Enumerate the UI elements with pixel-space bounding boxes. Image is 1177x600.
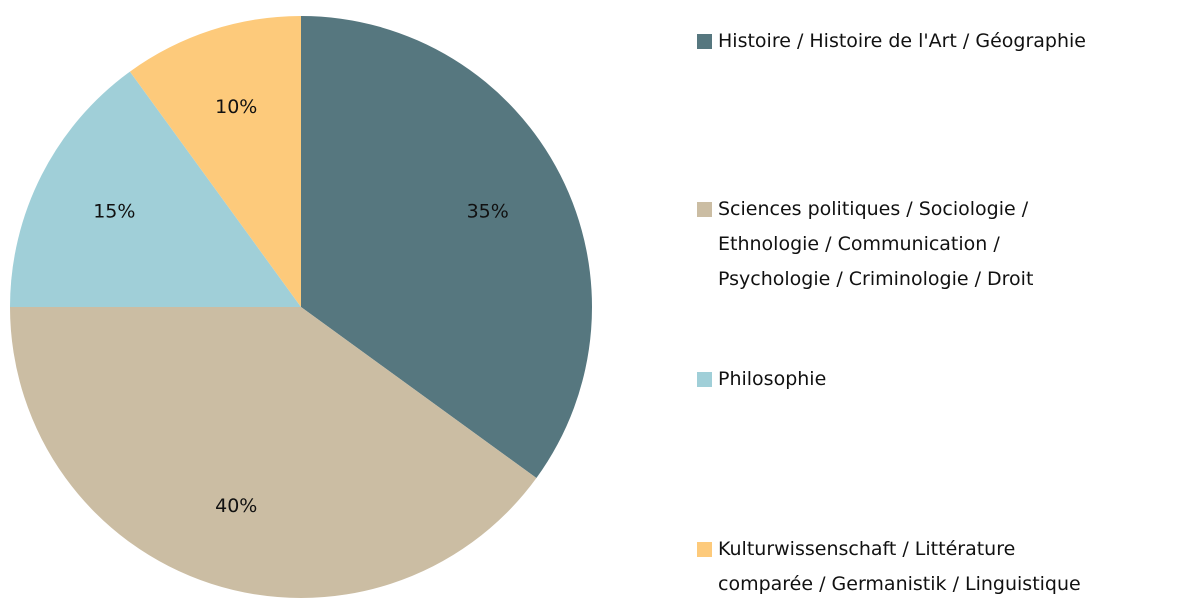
- legend-swatch: [697, 542, 712, 557]
- pie-slice: [301, 16, 592, 479]
- legend-swatch: [697, 202, 712, 217]
- legend-label: Histoire / Histoire de l'Art / Géographi…: [718, 30, 1086, 52]
- slice-label: 40%: [215, 495, 257, 517]
- pie-area: 35% 40% 15% 10%: [10, 16, 592, 598]
- pie-slice: [10, 307, 537, 598]
- legend-swatch: [697, 34, 712, 49]
- legend-item: Sciences politiques / Sociologie / Ethno…: [697, 192, 1107, 297]
- pie-slice: [10, 71, 301, 308]
- slice-label: 10%: [215, 96, 257, 118]
- pie-slice: [129, 16, 301, 307]
- legend-swatch: [697, 372, 712, 387]
- slice-label: 35%: [467, 200, 509, 222]
- legend-label: Philosophie: [718, 368, 827, 390]
- legend-item: Philosophie: [697, 362, 1107, 397]
- slice-label: 15%: [93, 200, 135, 222]
- legend-label: Sciences politiques / Sociologie / Ethno…: [718, 198, 1034, 290]
- legend-item: Kulturwissenschaft / Littérature comparé…: [697, 532, 1107, 600]
- legend-label: Kulturwissenschaft / Littérature comparé…: [718, 538, 1081, 595]
- legend-item: Histoire / Histoire de l'Art / Géographi…: [697, 24, 1107, 59]
